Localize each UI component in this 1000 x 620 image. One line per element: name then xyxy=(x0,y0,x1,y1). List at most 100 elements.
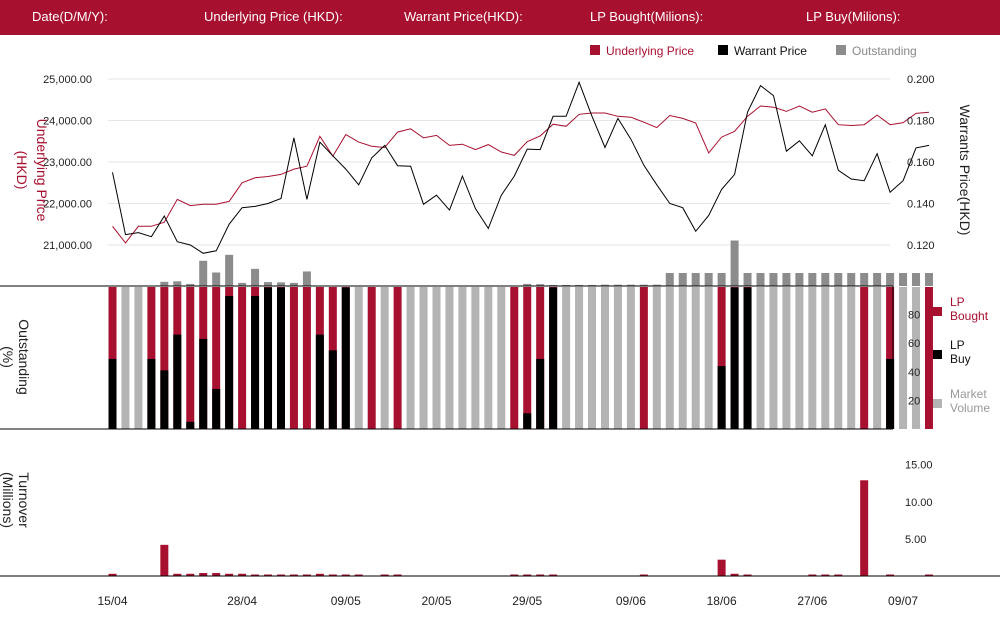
left-axis-title-unit: (HKD) xyxy=(14,151,30,190)
turnover-bar xyxy=(160,544,169,576)
outstanding-pct-bar xyxy=(289,287,298,429)
outstanding-pct-bar xyxy=(445,287,454,429)
turnover-bar xyxy=(860,480,869,576)
turnover-axis-title-unit: (Millions) xyxy=(0,472,16,528)
x-tick-label: 28/04 xyxy=(227,594,257,608)
lp-buy-label: LP Buy(Milions): xyxy=(806,9,901,24)
lp-buy-segment xyxy=(212,388,221,429)
outstanding-pct-bars xyxy=(108,287,933,429)
lp-buy-segment xyxy=(251,296,260,429)
outstanding-bar xyxy=(562,284,571,286)
outstanding-bar xyxy=(199,260,208,286)
outstanding-bar xyxy=(536,284,545,286)
outstanding-bar xyxy=(251,268,260,286)
turnover-bar xyxy=(536,574,545,576)
outstanding-pct-bar xyxy=(639,287,648,429)
outstanding-bar xyxy=(600,284,609,286)
outstanding-bars xyxy=(160,240,933,286)
x-tick-label: 09/06 xyxy=(616,594,646,608)
left-tick-label: 21,000.00 xyxy=(43,240,92,252)
outstanding-pct-bar xyxy=(678,287,687,429)
mid-tick-label: 80 xyxy=(908,310,920,322)
lp-buy-segment xyxy=(108,358,117,429)
outstanding-pct-bar xyxy=(393,287,402,429)
right-axis-title: Warrants Price(HKD) xyxy=(957,105,973,236)
lp-buy-segment xyxy=(328,350,337,429)
axes xyxy=(0,285,1000,577)
outstanding-bar xyxy=(912,273,921,286)
outstanding-bar xyxy=(808,273,817,286)
outstanding-pct-bar xyxy=(821,287,830,429)
outstanding-bar xyxy=(873,273,882,286)
legends[interactable]: Underlying Price Warrant Price Outstanding… xyxy=(590,44,990,415)
outstanding-pct-bar xyxy=(860,287,869,429)
lp-buy-segment xyxy=(264,287,273,429)
outstanding-bar xyxy=(821,273,830,286)
outstanding-pct-bar xyxy=(380,287,389,429)
left-tick-label: 24,000.00 xyxy=(43,116,92,128)
x-tick-label: 09/05 xyxy=(331,594,361,608)
outstanding-bar xyxy=(860,273,869,286)
turnover-bar xyxy=(302,574,311,576)
outstanding-bar xyxy=(652,284,661,286)
outstanding-pct-bar xyxy=(536,287,545,429)
outstanding-pct-bar xyxy=(302,287,311,429)
outstanding-bar xyxy=(730,240,739,286)
mid-axis-title: Outstanding xyxy=(16,319,32,395)
lp-buy-segment xyxy=(173,334,182,429)
right-tick-label: 0.120 xyxy=(907,240,935,252)
outstanding-bar xyxy=(289,282,298,286)
outstanding-bar xyxy=(549,284,558,286)
turnover-bar xyxy=(743,574,752,576)
outstanding-pct-bar xyxy=(419,287,428,429)
lp-buy-segment xyxy=(276,287,285,429)
outstanding-pct-bar xyxy=(626,287,635,429)
mid-legend-item: Market xyxy=(950,387,987,401)
lp-buy-segment xyxy=(536,358,545,429)
outstanding-bar xyxy=(704,273,713,286)
turnover-bar xyxy=(924,574,933,576)
outstanding-bar xyxy=(847,273,856,286)
mid-legend-item-line2: Buy xyxy=(950,352,971,366)
right-tick-label: 0.180 xyxy=(907,116,935,128)
outstanding-pct-bar xyxy=(808,287,817,429)
turnover-bar xyxy=(328,574,337,576)
outstanding-pct-bar xyxy=(873,287,882,429)
turnover-bar xyxy=(289,574,298,576)
outstanding-pct-bar xyxy=(432,287,441,429)
price-lines xyxy=(112,80,930,254)
turnover-bar xyxy=(108,573,117,576)
outstanding-pct-bar xyxy=(458,287,467,429)
legend-item: Warrant Price xyxy=(734,44,807,58)
warrant-price-label: Warrant Price(HKD): xyxy=(404,9,523,24)
outstanding-bar xyxy=(782,273,791,286)
lp-buy-segment xyxy=(186,421,195,429)
outstanding-pct-bar xyxy=(471,287,480,429)
lp-buy-segment xyxy=(549,287,558,429)
outstanding-bar xyxy=(795,273,804,286)
outstanding-bar xyxy=(678,273,687,286)
lp-buy-segment xyxy=(730,287,739,429)
outstanding-bar xyxy=(886,273,895,286)
outstanding-bar xyxy=(575,284,584,286)
outstanding-pct-bar xyxy=(691,287,700,429)
turnover-tick-label: 15.00 xyxy=(905,460,933,472)
mid-legend-swatch xyxy=(933,307,942,316)
outstanding-pct-bar xyxy=(562,287,571,429)
outstanding-pct-bar xyxy=(899,287,908,429)
legend-swatch xyxy=(718,45,728,55)
outstanding-bar xyxy=(225,254,234,286)
warrant-chart: 25,000.00 0.200 24,000.00 0.180 23,000.00 0.1… xyxy=(0,44,1000,608)
lp-buy-segment xyxy=(199,338,208,429)
lp-buy-segment xyxy=(743,287,752,429)
turnover-bar xyxy=(225,573,234,576)
turnover-bar xyxy=(264,574,273,576)
turnover-bar xyxy=(251,574,260,576)
left-axis-title: Underlying Price xyxy=(34,119,50,222)
x-tick-label: 18/06 xyxy=(707,594,737,608)
outstanding-pct-bar xyxy=(510,287,519,429)
turnover-bar xyxy=(276,574,285,576)
turnover-bar xyxy=(393,574,402,576)
right-tick-label: 0.200 xyxy=(907,74,935,86)
outstanding-bar xyxy=(756,273,765,286)
